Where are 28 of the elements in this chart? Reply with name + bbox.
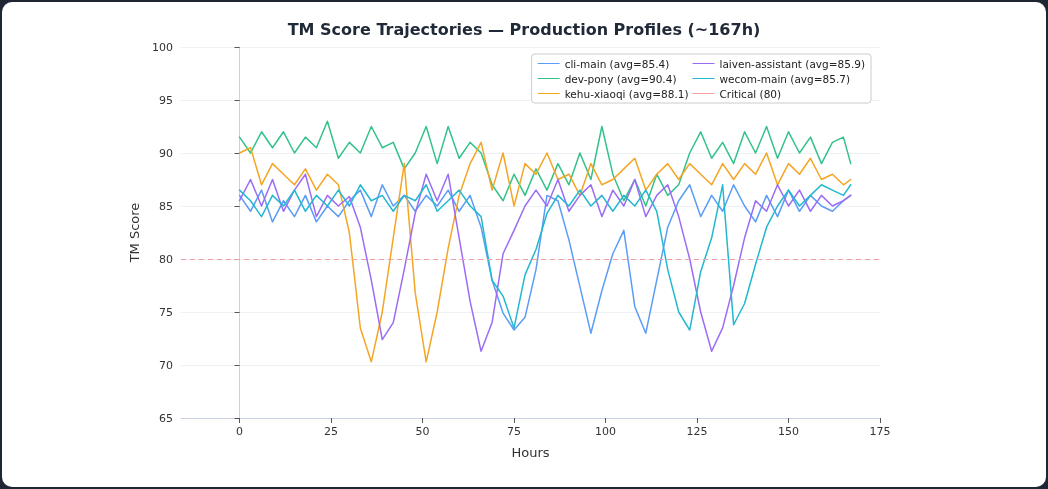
y-axis-title: TM Score	[127, 202, 142, 264]
y-tick-label: 100	[152, 40, 173, 54]
x-tick-label: 175	[869, 425, 891, 438]
y-tick-label: 70	[159, 358, 173, 372]
x-axis-title: Hours	[511, 445, 550, 460]
y-tick-label: 90	[159, 146, 173, 160]
legend-label: wecom-main (avg=85.7)	[719, 72, 851, 85]
x-tick-label: 150	[778, 425, 800, 438]
line-series	[238, 173, 852, 352]
y-tick-label: 95	[159, 93, 173, 107]
legend-label: cli-main (avg=85.4)	[564, 57, 670, 70]
x-tick-label: 0	[236, 425, 244, 438]
y-tick-label: 75	[159, 305, 173, 319]
y-tick-label: 85	[159, 199, 173, 213]
chart-title: TM Score Trajectories — Production Profiles (~167h)	[287, 19, 761, 39]
legend-label: Critical (80)	[719, 87, 782, 100]
y-tick-label: 65	[159, 411, 173, 425]
legend-label: kehu-xiaoqi (avg=88.1)	[564, 87, 689, 100]
line-series	[238, 141, 852, 363]
line-series	[238, 120, 852, 207]
x-tick-label: 25	[324, 425, 339, 438]
x-tick-label: 50	[415, 425, 430, 438]
x-tick-label: 75	[507, 425, 522, 438]
legend-label: dev-pony (avg=90.4)	[564, 72, 677, 85]
x-tick-label: 125	[686, 425, 708, 438]
legend-label: laiven-assistant (avg=85.9)	[719, 57, 866, 70]
y-tick-label: 80	[159, 252, 173, 266]
x-tick-label: 100	[595, 425, 617, 438]
